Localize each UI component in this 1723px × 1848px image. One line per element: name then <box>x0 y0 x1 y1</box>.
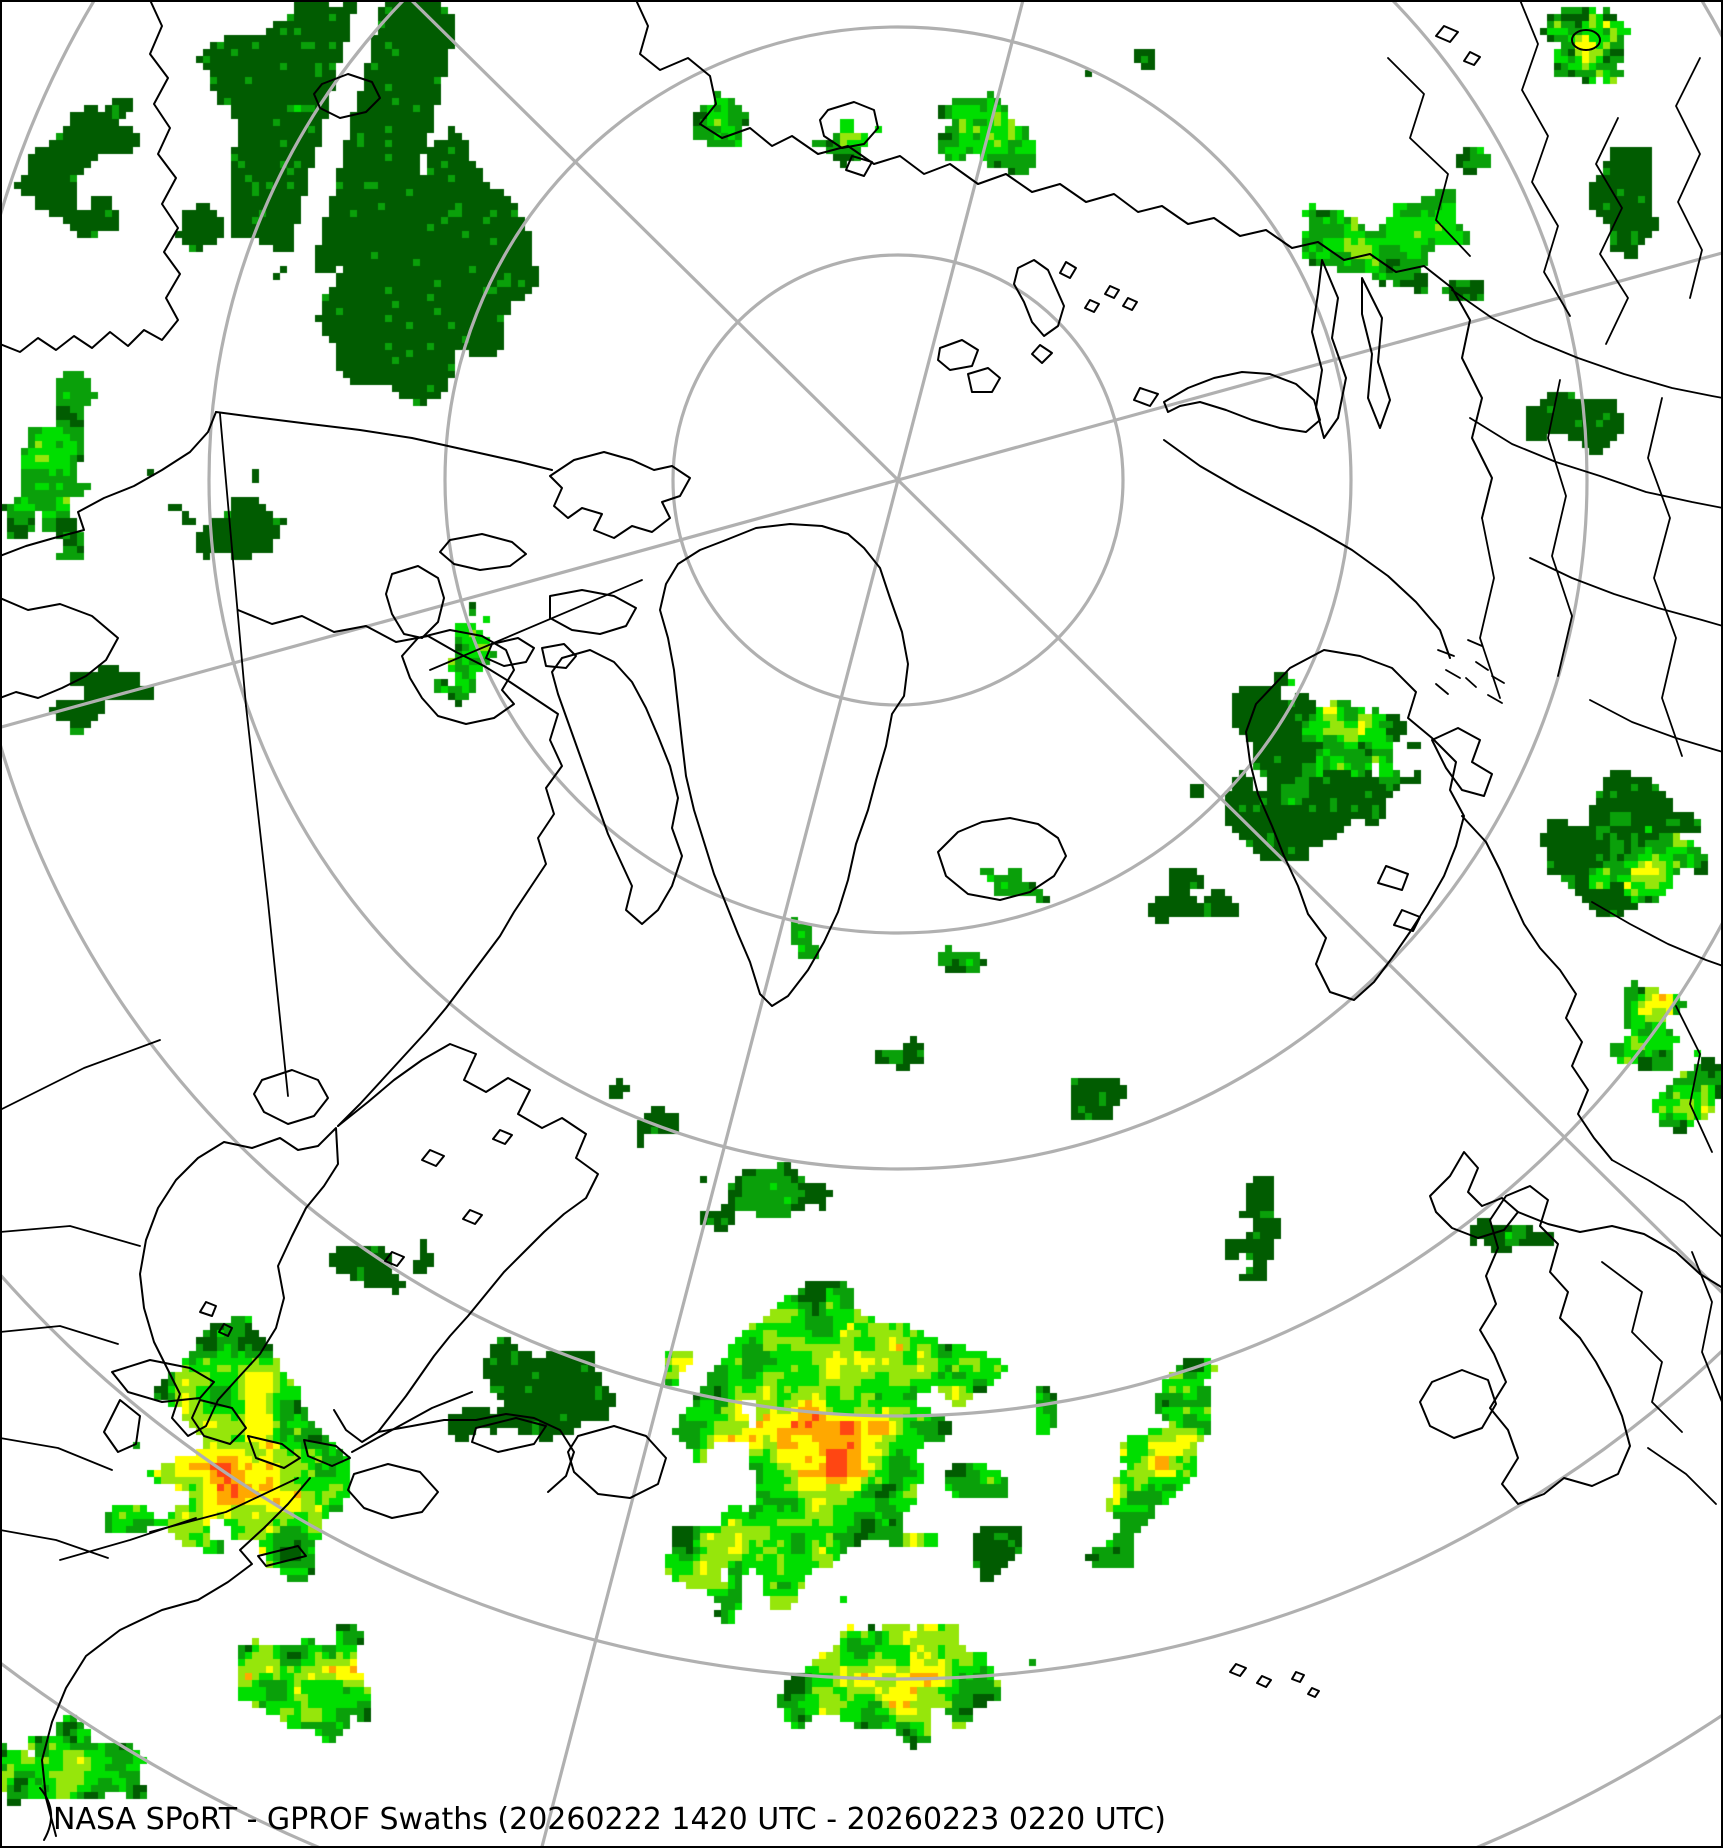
map-caption: NASA SPoRT - GPROF Swaths (20260222 1420… <box>53 1802 1166 1837</box>
latitude-circle <box>0 1271 1723 1681</box>
latitude-circle <box>0 0 1723 1418</box>
region-borders <box>1387 0 1723 1505</box>
meridian-line <box>540 0 1025 1848</box>
meridian-line <box>0 251 1723 730</box>
latitude-circle <box>443 25 1353 935</box>
latitude-circle <box>207 0 1589 1171</box>
